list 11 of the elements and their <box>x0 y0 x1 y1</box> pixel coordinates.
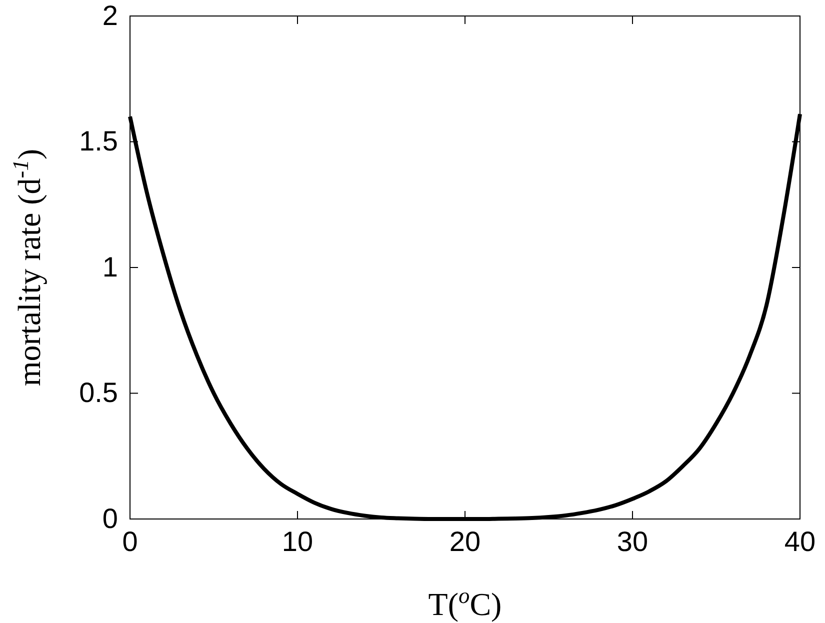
y-tick-label: 2 <box>102 0 118 31</box>
x-tick-label: 0 <box>122 526 138 557</box>
y-tick-label: 0.5 <box>79 377 118 408</box>
y-tick-label: 1.5 <box>79 126 118 157</box>
y-tick-label: 0 <box>102 502 118 534</box>
x-tick-label: 40 <box>784 526 816 557</box>
y-tick-label: 1 <box>102 251 118 282</box>
x-tick-label: 10 <box>282 526 314 557</box>
x-tick-label: 30 <box>616 526 648 557</box>
x-axis-title: T($^{o}$C) <box>428 582 502 622</box>
x-tick-label: 20 <box>449 526 481 557</box>
